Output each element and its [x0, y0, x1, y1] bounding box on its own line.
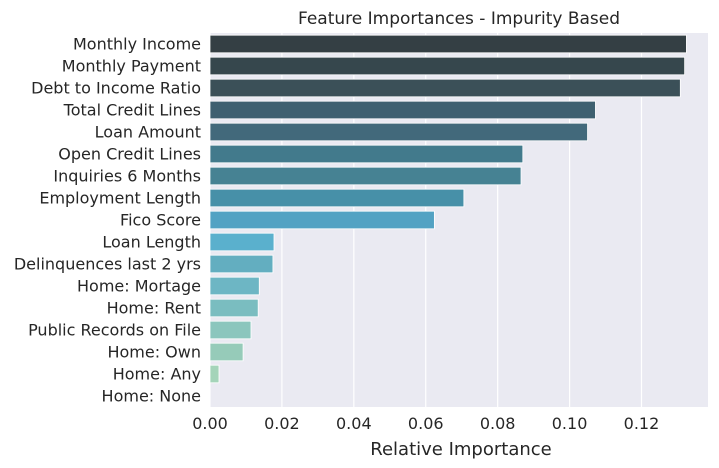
y-tick-label: Home: Rent	[107, 299, 201, 318]
bar	[209, 122, 588, 142]
x-tick-label: 0.00	[192, 414, 228, 433]
y-tick-label: Home: Any	[113, 365, 201, 384]
y-tick-label: Monthly Payment	[62, 57, 201, 76]
bar	[209, 342, 244, 362]
bar	[209, 166, 522, 186]
bar	[209, 364, 220, 384]
bar	[209, 188, 465, 208]
x-tick-label: 0.12	[624, 414, 660, 433]
y-tick-label: Total Credit Lines	[63, 101, 201, 120]
y-tick-labels: Monthly Income Monthly Payment Debt to Inc…	[14, 35, 201, 406]
y-tick-label: Monthly Income	[73, 35, 201, 54]
y-tick-label: Home: None	[102, 387, 201, 406]
chart-title: Feature Importances - Impurity Based	[298, 9, 620, 29]
bar	[209, 320, 252, 340]
x-tick-label: 0.10	[552, 414, 588, 433]
y-tick-label: Open Credit Lines	[58, 145, 201, 164]
y-tick-label: Employment Length	[39, 189, 201, 208]
bar	[209, 144, 524, 164]
x-tick-label: 0.06	[408, 414, 444, 433]
bar	[209, 210, 435, 230]
x-tick-label: 0.04	[336, 414, 372, 433]
bar	[209, 298, 259, 318]
y-tick-label: Delinquences last 2 yrs	[14, 255, 201, 274]
y-tick-label: Home: Mortage	[77, 277, 201, 296]
bar	[209, 276, 260, 296]
y-tick-label: Fico Score	[120, 211, 201, 230]
bar	[209, 34, 687, 54]
x-tick-label: 0.08	[480, 414, 516, 433]
bar	[209, 232, 275, 252]
y-tick-label: Public Records on File	[28, 321, 201, 340]
bar	[209, 254, 274, 274]
bar	[209, 78, 681, 98]
bar	[209, 100, 596, 120]
bars-group	[209, 34, 687, 384]
bar	[209, 56, 686, 76]
y-tick-label: Debt to Income Ratio	[31, 79, 201, 98]
y-tick-label: Inquiries 6 Months	[53, 167, 201, 186]
x-tick-labels: 0.00 0.02 0.04 0.06 0.08 0.10 0.12	[192, 414, 659, 433]
y-tick-label: Loan Length	[102, 233, 201, 252]
y-tick-label: Loan Amount	[95, 123, 201, 142]
x-tick-label: 0.02	[264, 414, 300, 433]
x-axis-label: Relative Importance	[370, 439, 551, 460]
y-tick-label: Home: Own	[107, 343, 201, 362]
